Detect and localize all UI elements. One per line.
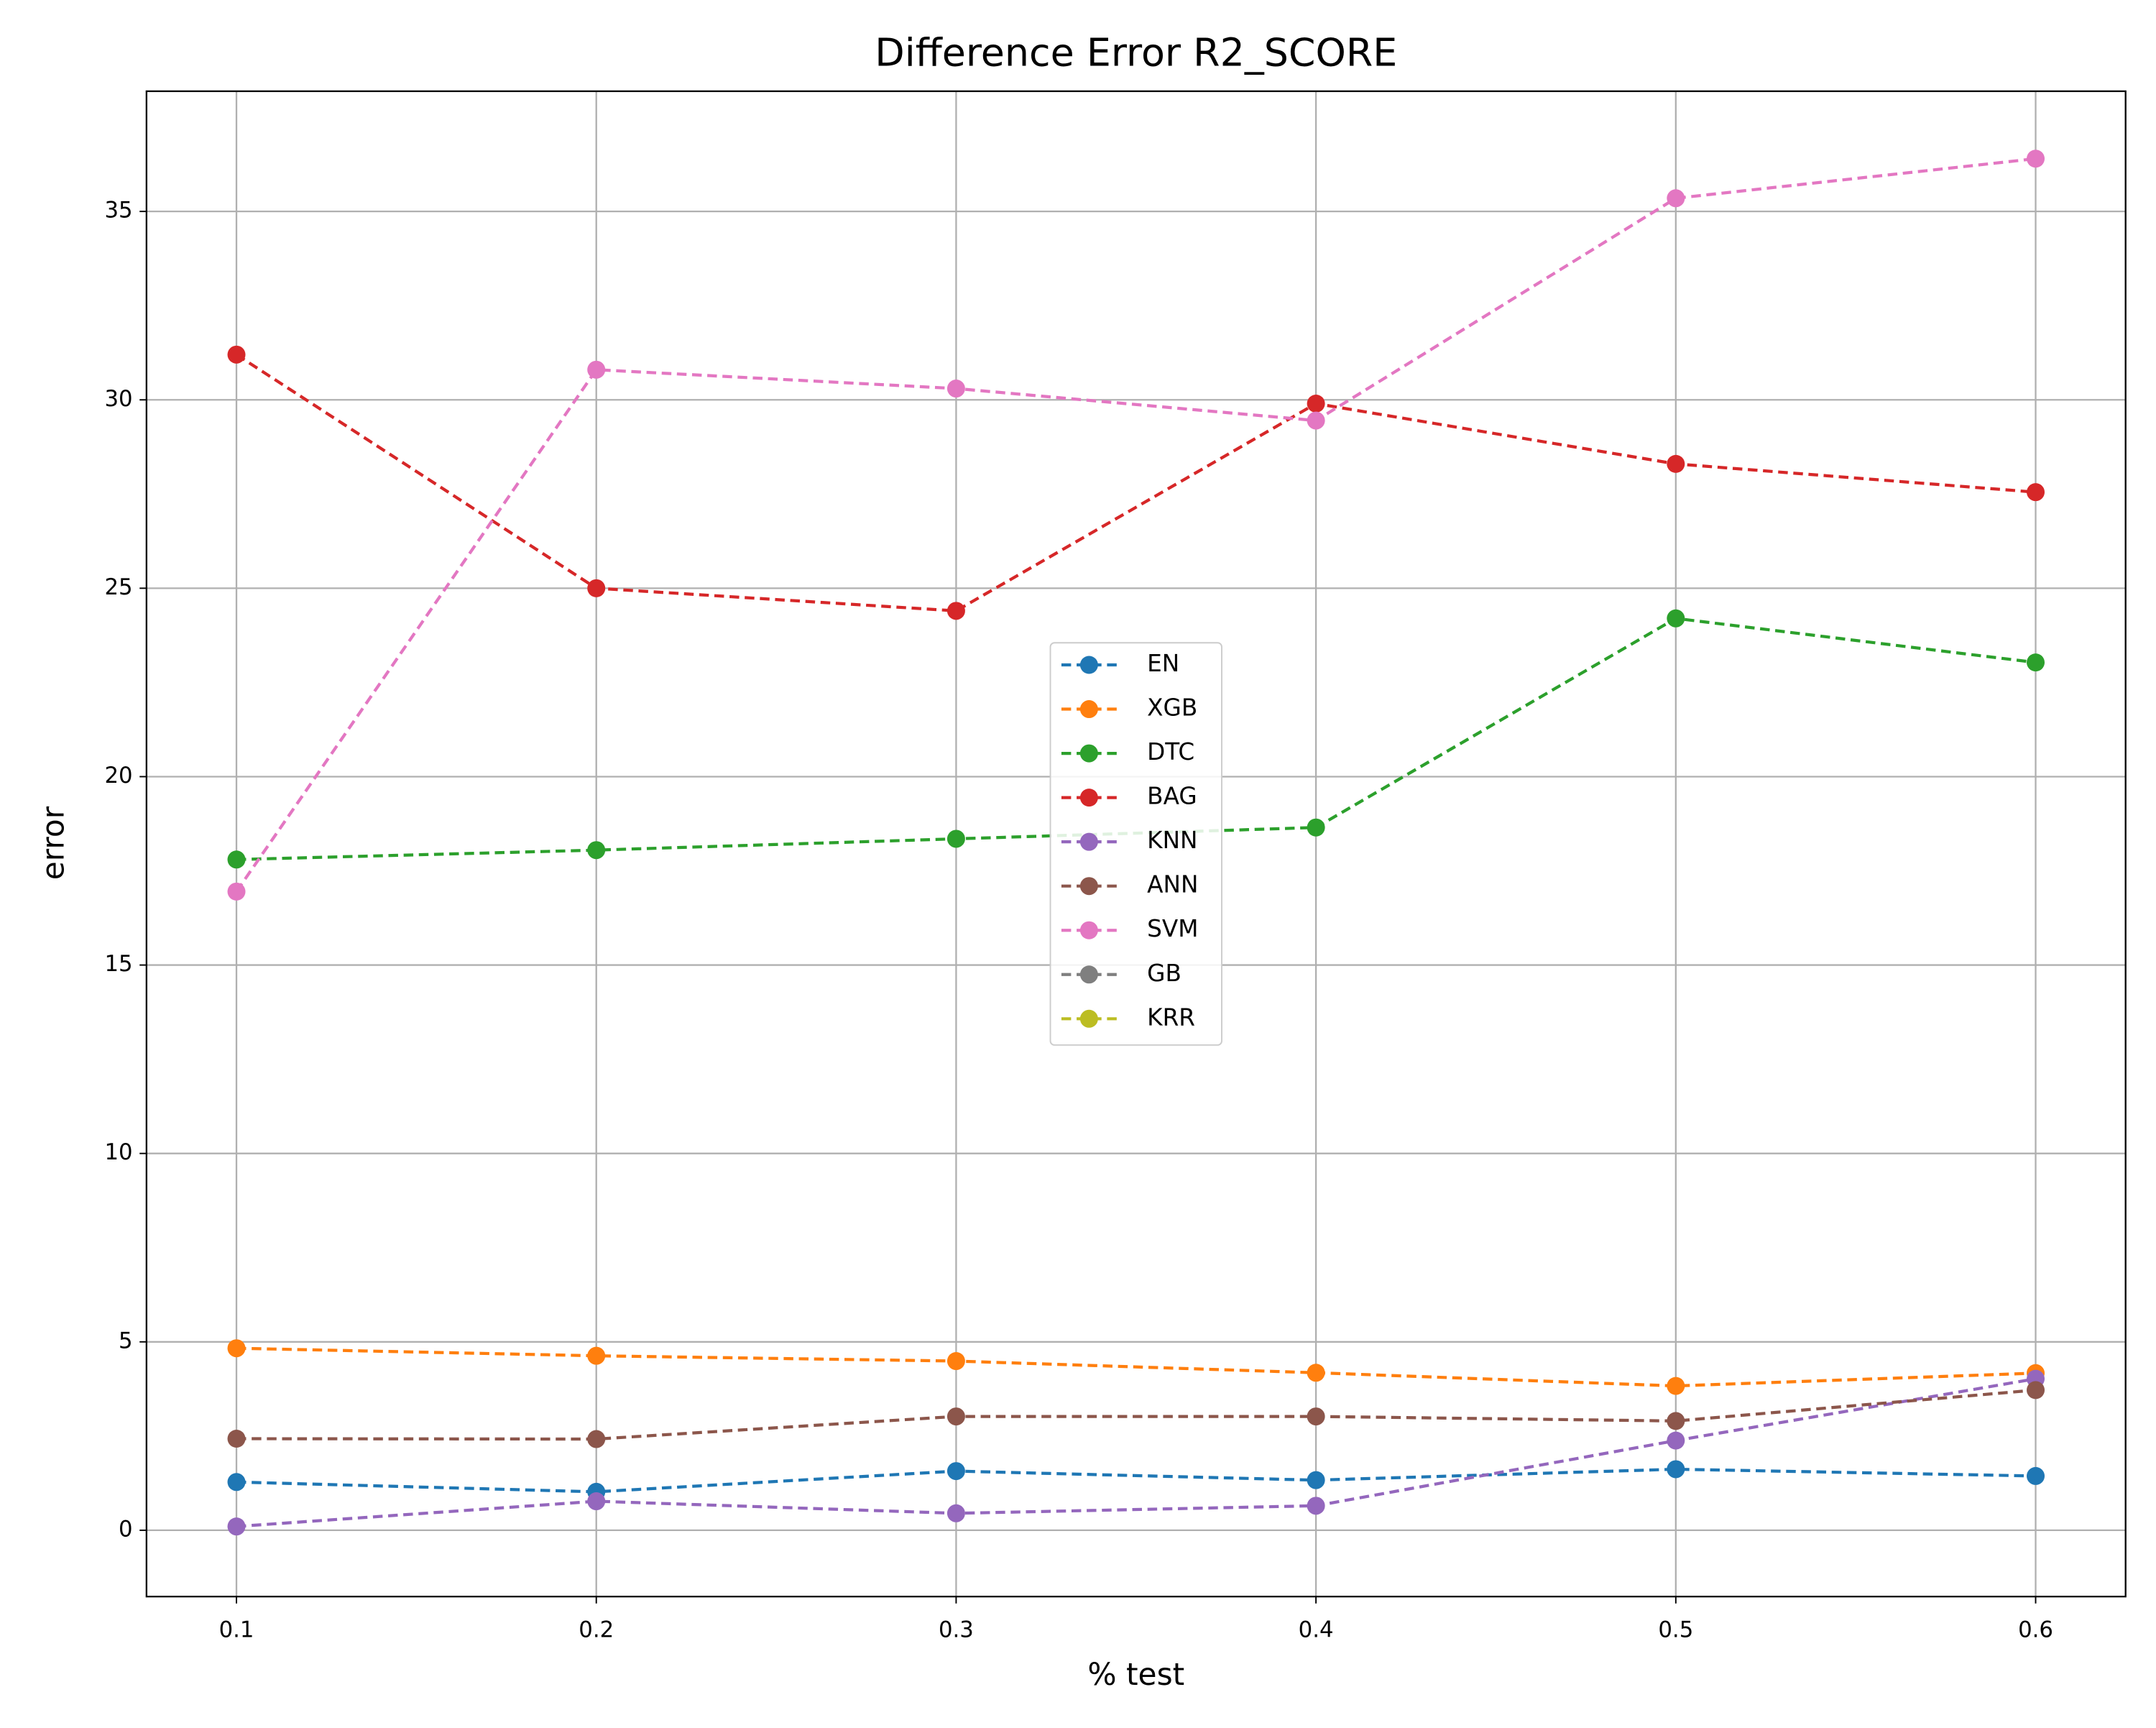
marker (227, 1473, 246, 1492)
legend-box (1049, 642, 1222, 1046)
marker (946, 1407, 965, 1426)
marker (1307, 818, 1325, 837)
marker (946, 1504, 965, 1522)
legend-label: SVM (1147, 915, 1198, 942)
marker (946, 829, 965, 848)
marker (1307, 394, 1325, 413)
legend-label: DTC (1147, 738, 1194, 766)
y-axis-label: error (35, 806, 70, 880)
marker (1667, 189, 1685, 208)
marker (1307, 1407, 1325, 1426)
marker (1307, 1471, 1325, 1489)
marker (1307, 1497, 1325, 1515)
marker (587, 1346, 606, 1365)
marker (1667, 1412, 1685, 1430)
marker (1307, 1364, 1325, 1382)
legend-marker (1079, 921, 1098, 939)
y-tick-label: 5 (119, 1328, 133, 1354)
series-line (236, 1388, 2036, 1441)
legend-marker (1079, 965, 1098, 984)
series-line (235, 353, 2036, 612)
legend-marker (1079, 744, 1098, 763)
marker (946, 380, 965, 398)
legend-marker (1079, 1009, 1098, 1028)
marker (587, 360, 606, 379)
legend-marker (1079, 877, 1098, 896)
marker (2027, 1466, 2045, 1485)
marker (587, 579, 606, 597)
x-tick-label: 0.1 (219, 1617, 254, 1643)
marker (2027, 483, 2045, 502)
marker (1307, 411, 1325, 430)
marker (946, 1462, 965, 1481)
marker (227, 1430, 246, 1448)
marker (227, 345, 246, 364)
x-tick-label: 0.3 (939, 1617, 974, 1643)
marker (2027, 150, 2045, 168)
y-tick-label: 35 (104, 198, 132, 224)
marker (587, 1430, 606, 1448)
legend-marker (1079, 832, 1098, 851)
plot-frame (145, 90, 2127, 1598)
marker (1667, 1460, 1685, 1479)
series-line (236, 1467, 2036, 1494)
marker (1667, 609, 1685, 628)
y-tick-label: 15 (104, 951, 132, 977)
legend-marker (1079, 656, 1098, 674)
marker (1667, 1431, 1685, 1450)
marker (1667, 454, 1685, 473)
marker (587, 1492, 606, 1511)
legend-label: BAG (1147, 783, 1197, 810)
marker (587, 841, 606, 860)
legend-label: KNN (1147, 827, 1197, 854)
legend-label: ANN (1147, 871, 1198, 899)
series-line (236, 1377, 2036, 1528)
legend-marker (1079, 789, 1098, 807)
legend-label: GB (1147, 960, 1181, 987)
series-line (235, 157, 2036, 893)
x-tick-label: 0.4 (1299, 1617, 1334, 1643)
legend-label: EN (1147, 650, 1179, 677)
y-tick-label: 10 (104, 1139, 132, 1165)
marker (2027, 1381, 2045, 1400)
x-axis-label: % test (1087, 1657, 1184, 1692)
x-tick-label: 0.5 (1658, 1617, 1693, 1643)
y-tick-label: 30 (104, 386, 132, 412)
marker (946, 1352, 965, 1371)
marker (227, 850, 246, 869)
y-tick-label: 0 (119, 1516, 133, 1542)
chart-title: Difference Error R2_SCORE (875, 30, 1397, 75)
marker (227, 1517, 246, 1536)
series-line (236, 1346, 2036, 1388)
x-tick-label: 0.6 (2018, 1617, 2053, 1643)
y-tick-label: 20 (104, 763, 132, 789)
y-tick-label: 25 (104, 574, 132, 600)
marker (1667, 1377, 1685, 1395)
legend-label: KRR (1147, 1003, 1195, 1031)
marker (227, 882, 246, 901)
x-tick-label: 0.2 (579, 1617, 614, 1643)
legend-label: XGB (1147, 694, 1197, 722)
marker (227, 1339, 246, 1358)
legend-marker (1079, 700, 1098, 719)
marker (946, 602, 965, 620)
marker (2027, 653, 2045, 672)
